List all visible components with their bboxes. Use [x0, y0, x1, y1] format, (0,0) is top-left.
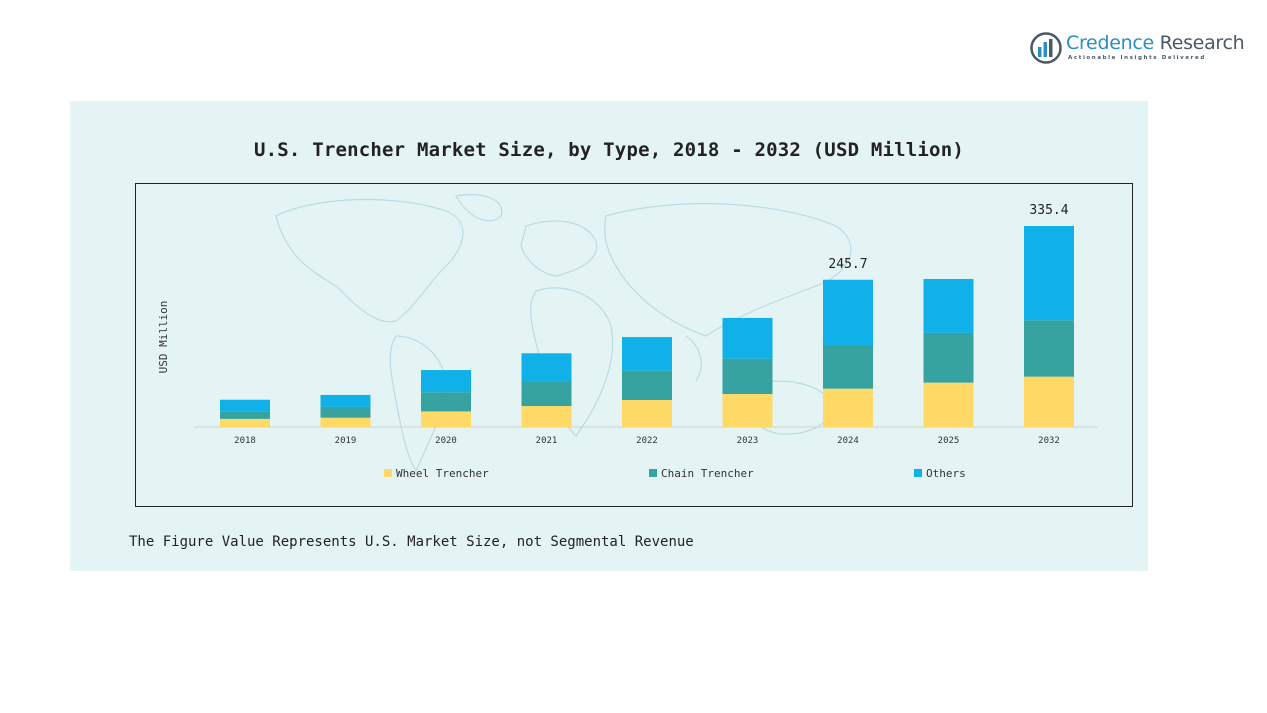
bar-2024-series-1	[823, 388, 873, 427]
data-label-2032: 335.4	[1029, 203, 1068, 218]
bar-2021-series-3	[521, 353, 572, 382]
bar-2025-series-2	[923, 332, 974, 383]
x-tick-label-2024: 2024	[837, 436, 859, 446]
brand-name-part1: Credence	[1066, 32, 1154, 54]
plot-frame: 2018 2019 2020 2021 2022 2023 2024 2025 2032 245.…	[135, 183, 1133, 507]
x-tick-label-2025: 2025	[938, 436, 960, 446]
bar-2032-series-1	[1024, 376, 1074, 427]
bar-2019-series-3	[320, 394, 371, 407]
bar-2020-series-1	[421, 411, 471, 427]
bar-2020-series-2	[421, 392, 471, 412]
legend-label-series-1: Wheel Trencher	[396, 467, 489, 480]
legend-swatch-series-1	[384, 469, 392, 477]
stacked-bar-chart: 2018 2019 2020 2021 2022 2023 2024 2025 2032 245.…	[157, 203, 1098, 480]
bar-2021-series-2	[521, 381, 572, 407]
bar-2023-series-2	[722, 358, 773, 395]
x-tick-label-2019: 2019	[335, 436, 357, 446]
x-tick-label-2022: 2022	[636, 436, 658, 446]
x-tick-label-2018: 2018	[234, 436, 256, 446]
data-label-2024: 245.7	[828, 257, 867, 272]
bar-2022-series-2	[622, 370, 672, 401]
bar-2022-series-3	[622, 337, 672, 371]
bar-2023-series-3	[722, 317, 773, 359]
x-tick-label-2023: 2023	[737, 436, 759, 446]
brand-name-part2: Research	[1159, 32, 1245, 54]
bar-2023-series-1	[722, 394, 773, 427]
chart-panel: U.S. Trencher Market Size, by Type, 2018…	[70, 101, 1148, 571]
legend-swatch-series-3	[914, 469, 922, 477]
brand-logo: Credence Research Actionable Insights De…	[1030, 30, 1245, 66]
footnote: The Figure Value Represents U.S. Market …	[129, 534, 694, 550]
chart-title: U.S. Trencher Market Size, by Type, 2018…	[254, 139, 964, 161]
bar-2018-series-1	[220, 418, 270, 427]
bar-2032-series-2	[1024, 320, 1074, 377]
x-tick-label-2032: 2032	[1038, 436, 1060, 446]
world-map-watermark	[275, 194, 852, 473]
bar-2019-series-2	[320, 406, 371, 418]
bar-2032-series-3	[1024, 226, 1074, 321]
legend-swatch-series-2	[649, 469, 657, 477]
credence-logo-icon	[1030, 32, 1062, 64]
bar-2025-series-1	[923, 382, 974, 427]
brand-tagline: Actionable Insights Delivered	[1068, 55, 1206, 61]
bar-2024-series-3	[823, 279, 873, 346]
bar-2019-series-1	[320, 417, 371, 427]
legend-label-series-3: Others	[926, 467, 966, 480]
legend-label-series-2: Chain Trencher	[661, 467, 754, 480]
bar-2018-series-3	[220, 399, 270, 412]
bar-2025-series-3	[923, 278, 974, 333]
bar-2020-series-3	[421, 370, 471, 393]
y-axis-label: USD Million	[157, 301, 170, 374]
brand-name: Credence Research	[1066, 32, 1245, 54]
x-tick-label-2020: 2020	[435, 436, 457, 446]
bar-2022-series-1	[622, 400, 672, 427]
x-tick-label-2021: 2021	[536, 436, 558, 446]
bar-2024-series-2	[823, 345, 873, 389]
bar-2018-series-2	[220, 411, 270, 419]
bar-2021-series-1	[521, 406, 572, 427]
